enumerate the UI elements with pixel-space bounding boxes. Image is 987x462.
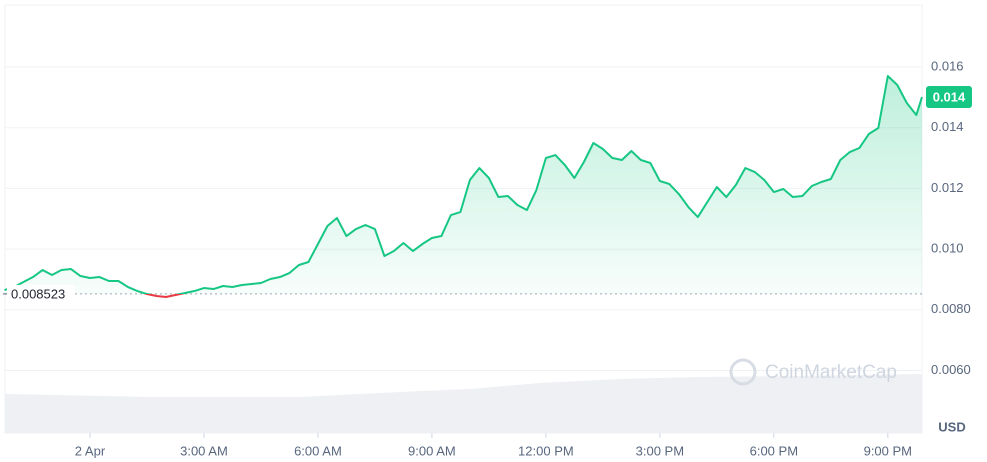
y-tick-label: 0.012: [931, 180, 964, 195]
x-tick-label: 3:00 PM: [636, 443, 684, 458]
y-tick-label: 0.0060: [931, 362, 971, 377]
y-tick-label: 0.016: [931, 58, 964, 73]
baseline-label: 0.008523: [11, 286, 65, 301]
baseline-label-bg: [7, 284, 75, 303]
x-tick-label: 6:00 AM: [294, 443, 342, 458]
y-tick-label: 0.014: [931, 119, 964, 134]
x-tick-label: 12:00 PM: [518, 443, 574, 458]
volume-area: [5, 374, 922, 433]
watermark-logo: [729, 358, 757, 386]
x-tick-label: 9:00 AM: [408, 443, 456, 458]
watermark: CoinMarketCap: [729, 358, 897, 386]
y-unit: USD: [938, 419, 965, 434]
watermark-text: CoinMarketCap: [765, 362, 897, 383]
x-tick-label: 3:00 AM: [180, 443, 228, 458]
x-tick-label: 2 Apr: [75, 443, 106, 458]
last-price-label: 0.014: [933, 89, 966, 104]
x-tick-label: 6:00 PM: [750, 443, 798, 458]
x-tick-label: 9:00 PM: [864, 443, 912, 458]
price-area: [4, 76, 922, 298]
y-tick-label: 0.0080: [931, 301, 971, 316]
price-line: [4, 75, 923, 299]
y-tick-label: 0.010: [931, 241, 964, 256]
last-price-badge: [926, 86, 972, 109]
